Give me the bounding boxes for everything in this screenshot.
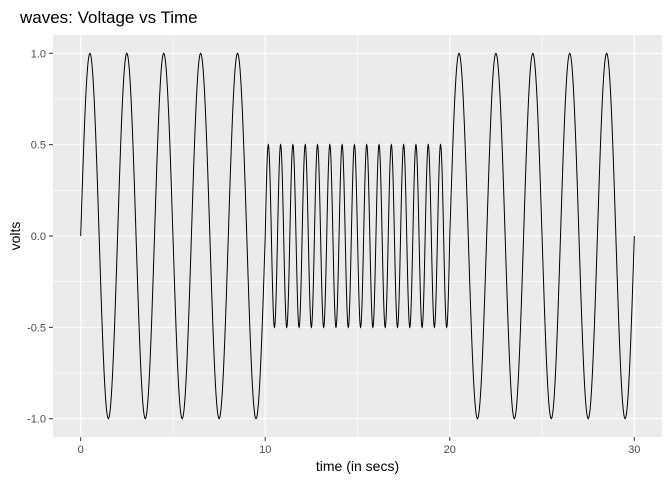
series-line-voltage [80,52,635,420]
y-tick-label: 0.5 [31,140,46,152]
x-axis-title: time (in secs) [316,458,399,474]
y-tick-label: -0.5 [27,322,46,334]
y-axis-title: volts [7,222,23,251]
chart-title: waves: Voltage vs Time [19,8,198,27]
x-tick-label: 0 [78,444,84,456]
x-tick-label: 10 [259,444,271,456]
y-tick-label: 0.0 [31,231,46,243]
y-tick-label: -1.0 [27,414,46,426]
y-axis: -1.0 -0.5 0.0 0.5 1.0 [27,48,53,426]
x-tick-label: 20 [444,444,456,456]
x-axis: 0 10 20 30 [78,437,640,456]
y-tick-label: 1.0 [31,48,46,60]
series-layer [80,52,635,420]
x-tick-label: 30 [628,444,640,456]
